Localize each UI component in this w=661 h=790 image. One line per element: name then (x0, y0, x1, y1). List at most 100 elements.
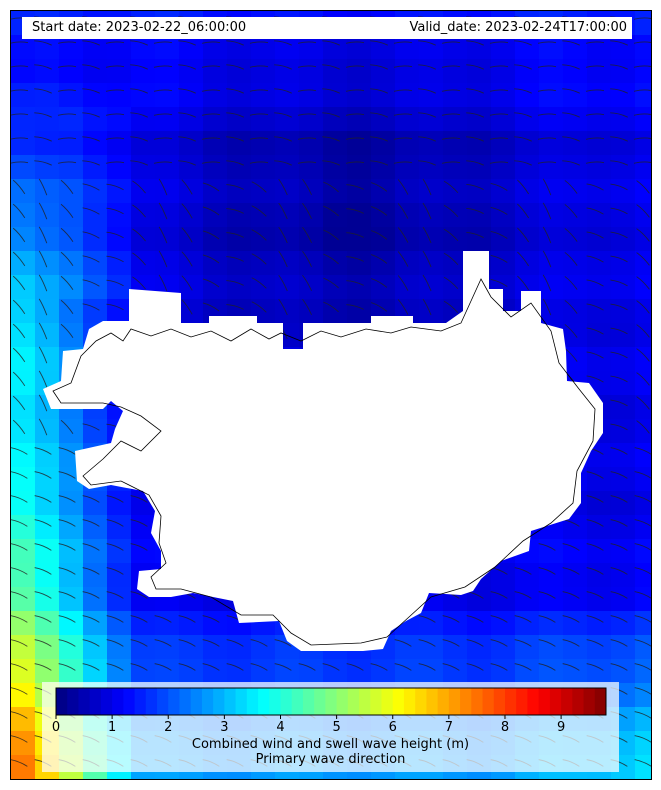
wave-direction-mark (610, 471, 628, 479)
wave-direction-mark (562, 615, 580, 623)
wave-cell (491, 155, 516, 180)
wave-direction-mark (274, 88, 292, 94)
wave-cell (587, 659, 612, 684)
colorbar-segment (224, 688, 237, 715)
wave-cell (299, 203, 324, 228)
wave-cell (635, 347, 651, 372)
wave-direction-mark (585, 89, 605, 92)
wave-cell (611, 59, 636, 84)
wave-cell (395, 779, 420, 780)
wave-cell (539, 203, 564, 228)
wave-cell (611, 203, 636, 228)
wave-cell (227, 131, 252, 156)
wave-cell (155, 659, 180, 684)
wave-cell (443, 635, 468, 660)
wave-cell (59, 155, 84, 180)
wave-cell (563, 131, 588, 156)
wave-direction-mark (106, 543, 124, 551)
wave-cell (443, 107, 468, 132)
wave-direction-mark (11, 161, 29, 164)
wave-cell (83, 587, 108, 612)
wave-direction-mark (105, 161, 125, 164)
wave-direction-mark (130, 615, 148, 623)
wave-cell (131, 779, 156, 780)
wave-cell (611, 659, 636, 684)
wave-direction-mark (586, 351, 604, 359)
wave-cell (227, 227, 252, 252)
wave-direction-mark (130, 591, 148, 599)
wave-cell (563, 83, 588, 108)
wave-direction-mark (562, 88, 580, 94)
wave-cell (35, 443, 60, 468)
wave-direction-mark (443, 300, 459, 314)
wave-cell (347, 203, 372, 228)
wave-cell (59, 59, 84, 84)
wave-direction-mark (57, 161, 77, 164)
wave-direction-mark (393, 89, 413, 92)
wave-direction-mark (154, 663, 172, 671)
colorbar-gradient (56, 688, 607, 715)
wave-cell (395, 203, 420, 228)
wave-cell (155, 83, 180, 108)
wave-cell (515, 587, 540, 612)
wave-direction-mark (178, 639, 196, 647)
colorbar-segment (493, 688, 506, 715)
wave-cell (107, 35, 132, 60)
wave-direction-mark (466, 136, 484, 142)
wave-direction-mark (202, 230, 220, 240)
wave-direction-mark (132, 276, 146, 290)
wave-cell (419, 251, 444, 276)
wave-cell (131, 659, 156, 684)
wave-direction-mark (58, 471, 76, 479)
wave-direction-mark (397, 275, 409, 291)
wave-direction-mark (514, 160, 532, 166)
wave-direction-mark (610, 447, 628, 455)
wave-direction-mark (251, 301, 267, 313)
wave-cell (587, 539, 612, 564)
wave-direction-mark (181, 251, 193, 267)
wave-cell (419, 59, 444, 84)
wave-direction-mark (542, 202, 552, 220)
wave-direction-mark (610, 40, 628, 46)
wave-direction-mark (443, 252, 459, 266)
wave-direction-mark (371, 206, 388, 216)
wave-direction-mark (11, 41, 29, 44)
wave-cell (491, 635, 516, 660)
wave-cell (275, 131, 300, 156)
wave-cell (515, 611, 540, 636)
wave-direction-mark (82, 136, 100, 142)
wave-cell (635, 515, 651, 540)
wave-cell (515, 83, 540, 108)
wave-direction-mark (106, 591, 124, 599)
wave-cell (563, 779, 588, 780)
wave-cell (179, 635, 204, 660)
wave-cell (131, 635, 156, 660)
colorbar-segment (78, 688, 91, 715)
start-date-label: Start date: 2023-02-22_06:00:00 (32, 20, 247, 35)
wave-cell (107, 587, 132, 612)
wave-direction-mark (371, 278, 388, 288)
wave-direction-mark (201, 41, 221, 44)
wave-direction-mark (442, 663, 460, 671)
wave-cell (323, 299, 348, 324)
wave-cell (611, 107, 636, 132)
wave-cell (179, 779, 204, 780)
wave-direction-mark (58, 543, 76, 551)
wave-cell (275, 659, 300, 684)
colorbar-segment (572, 688, 585, 715)
wave-cell (635, 731, 651, 756)
colorbar-tick-label: 0 (52, 720, 60, 735)
wave-direction-mark (34, 447, 52, 455)
wave-direction-mark (226, 136, 244, 142)
wave-cell (11, 611, 36, 636)
colorbar-segment (123, 688, 136, 715)
wave-cell (587, 563, 612, 588)
wave-cell (59, 659, 84, 684)
wave-direction-mark (12, 227, 26, 243)
wave-cell (299, 83, 324, 108)
wave-cell (323, 131, 348, 156)
wave-cell (611, 587, 636, 612)
wave-cell (35, 419, 60, 444)
colorbar-segment (471, 688, 484, 715)
wave-cell (11, 635, 36, 660)
